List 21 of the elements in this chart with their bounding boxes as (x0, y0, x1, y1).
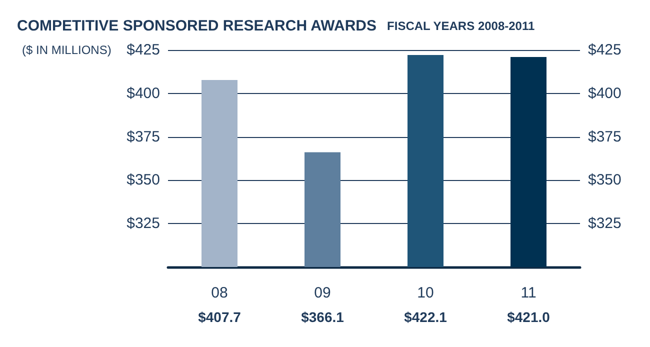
x-tick-label: 08 (211, 284, 228, 302)
data-label: $407.7 (198, 309, 242, 325)
y-tick-label: $400 (126, 84, 160, 102)
y2-tick-label: $400 (588, 84, 622, 102)
y2-tick-label: $350 (588, 172, 622, 189)
data-label: $421.0 (507, 309, 550, 325)
y2-tick-label: $325 (588, 215, 622, 232)
data-label: $422.1 (404, 309, 448, 325)
x-tick-label: 11 (520, 284, 536, 302)
y-tick-label: $325 (126, 215, 160, 232)
y2-tick-label: $375 (588, 128, 622, 146)
chart-subtitle: FISCAL YEARS 2008-2011 (387, 19, 536, 33)
chart-title: COMPETITIVE SPONSORED RESEARCH AWARDS (17, 18, 376, 34)
y-tick-label: $375 (126, 128, 160, 146)
y2-tick-label: $425 (588, 42, 622, 58)
x-tick-label: 10 (417, 284, 434, 302)
y-axis-title: ($ IN MILLIONS) (22, 43, 112, 57)
y-tick-label: $350 (126, 172, 160, 189)
x-tick-label: 09 (314, 284, 331, 302)
data-label: $366.1 (301, 309, 344, 325)
y-tick-label: $425 (126, 42, 160, 58)
